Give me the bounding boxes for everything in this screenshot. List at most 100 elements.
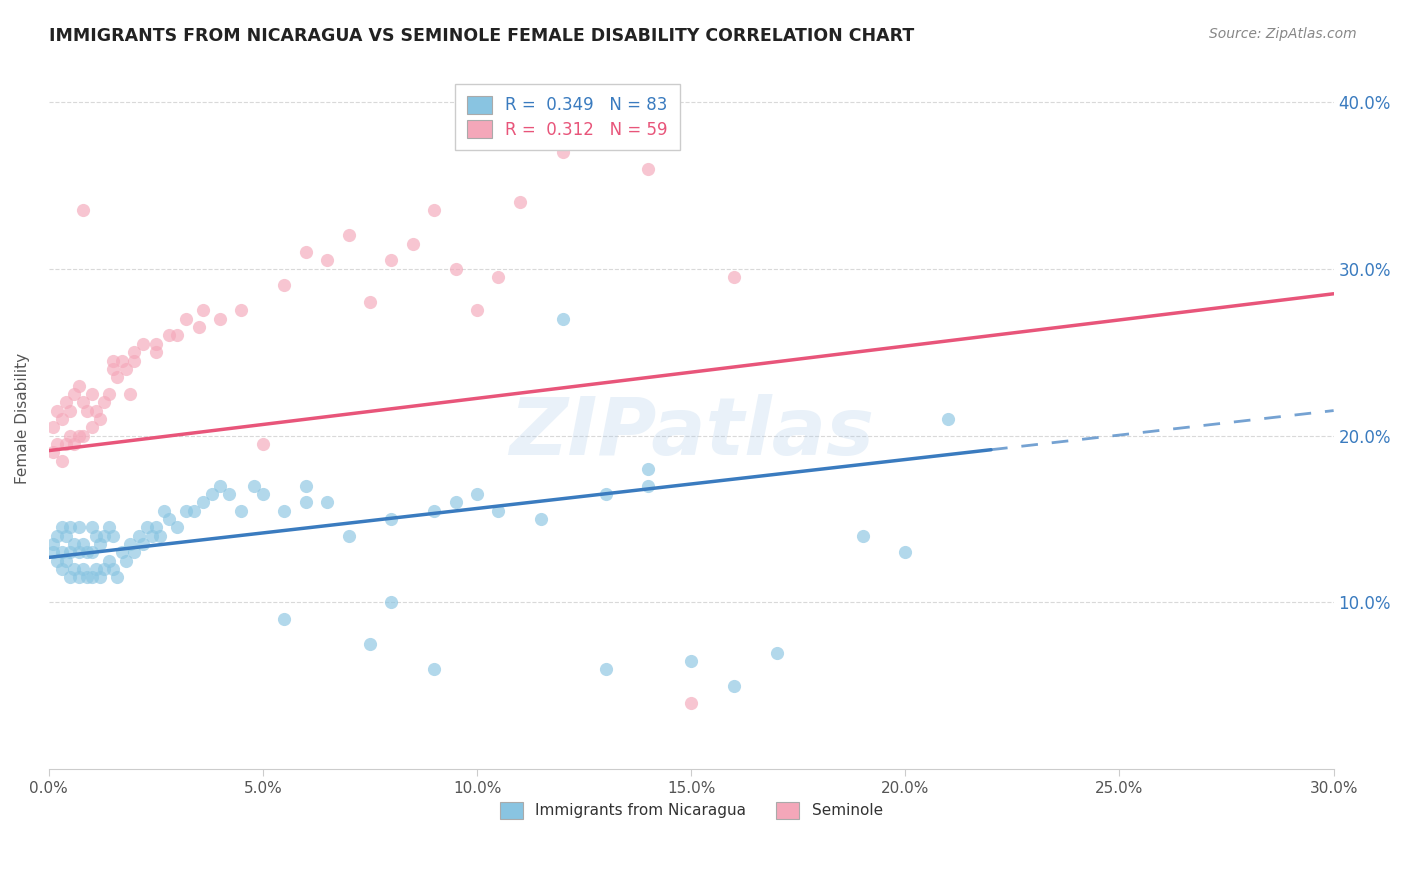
Y-axis label: Female Disability: Female Disability (15, 353, 30, 484)
Point (51, 453, 73, 467)
Point (76, 545, 98, 559)
Point (637, 478, 659, 492)
Point (423, 203, 446, 218)
Point (120, 387, 142, 401)
Point (153, 504, 176, 518)
Point (183, 504, 205, 518)
Point (231, 504, 253, 518)
Point (63, 537, 86, 551)
Point (200, 487, 222, 501)
Point (84, 403, 107, 417)
Point (115, 362, 138, 376)
Point (67, 378, 90, 392)
Point (76, 570, 98, 584)
Point (84, 529, 107, 543)
Point (359, 295, 381, 310)
Point (231, 303, 253, 318)
Point (380, 253, 402, 268)
Point (101, 362, 124, 376)
Point (423, 504, 446, 518)
Point (80, 545, 103, 559)
Point (63, 437, 86, 451)
Text: ZIPatlas: ZIPatlas (509, 394, 873, 472)
Point (97, 387, 120, 401)
Point (59, 520, 82, 534)
Point (316, 495, 339, 509)
Point (128, 529, 150, 543)
Point (141, 529, 163, 543)
Point (46, 529, 69, 543)
Point (89, 570, 111, 584)
Point (110, 545, 132, 559)
Point (316, 253, 339, 268)
Point (209, 478, 232, 492)
Point (273, 612, 295, 626)
Point (294, 245, 316, 260)
Point (637, 462, 659, 476)
Point (136, 520, 159, 534)
Point (46, 403, 69, 417)
Point (595, 662, 617, 676)
Point (132, 336, 155, 351)
Point (42, 445, 65, 459)
Point (93, 529, 115, 543)
Point (273, 278, 295, 293)
Point (145, 345, 167, 359)
Point (149, 529, 172, 543)
Point (157, 512, 180, 526)
Point (402, 236, 425, 251)
Point (191, 495, 214, 509)
Point (124, 353, 146, 368)
Point (89, 537, 111, 551)
Legend: Immigrants from Nicaragua, Seminole: Immigrants from Nicaragua, Seminole (494, 796, 889, 825)
Point (595, 487, 617, 501)
Point (42, 537, 65, 551)
Point (465, 303, 488, 318)
Point (101, 529, 124, 543)
Point (191, 303, 214, 318)
Point (187, 320, 209, 334)
Point (51, 562, 73, 576)
Point (80, 520, 103, 534)
Point (80, 387, 103, 401)
Point (63, 562, 86, 576)
Point (551, 145, 574, 159)
Point (72, 203, 94, 218)
Point (209, 311, 232, 326)
Point (97, 520, 120, 534)
Point (530, 512, 553, 526)
Point (681, 696, 703, 710)
Point (723, 270, 745, 285)
Point (59, 428, 82, 442)
Point (67, 545, 90, 559)
Point (145, 520, 167, 534)
Point (423, 662, 446, 676)
Point (42, 420, 65, 434)
Point (67, 520, 90, 534)
Point (59, 570, 82, 584)
Point (252, 437, 274, 451)
Point (67, 570, 90, 584)
Point (465, 487, 488, 501)
Point (51, 412, 73, 426)
Text: IMMIGRANTS FROM NICARAGUA VS SEMINOLE FEMALE DISABILITY CORRELATION CHART: IMMIGRANTS FROM NICARAGUA VS SEMINOLE FE… (49, 27, 914, 45)
Point (55, 529, 77, 543)
Point (59, 545, 82, 559)
Point (488, 270, 510, 285)
Point (97, 554, 120, 568)
Point (723, 679, 745, 693)
Point (145, 336, 167, 351)
Point (120, 537, 142, 551)
Point (55, 437, 77, 451)
Point (93, 562, 115, 576)
Point (380, 595, 402, 609)
Point (359, 637, 381, 651)
Point (55, 554, 77, 568)
Point (67, 428, 90, 442)
Point (105, 570, 128, 584)
Point (72, 562, 94, 576)
Point (166, 520, 188, 534)
Point (174, 504, 197, 518)
Point (851, 529, 873, 543)
Point (80, 420, 103, 434)
